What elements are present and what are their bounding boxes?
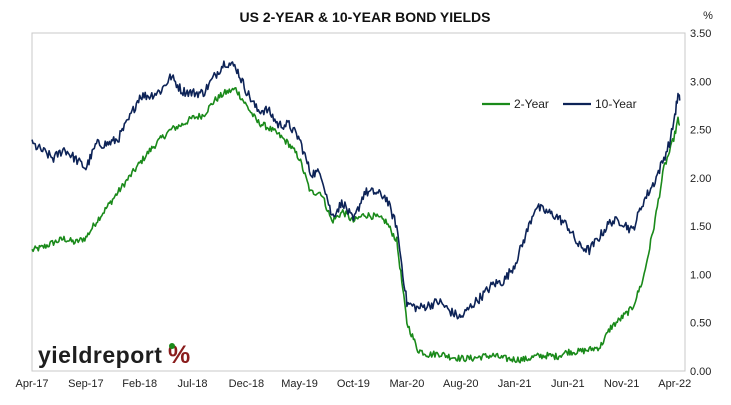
x-tick-label: Oct-19 [337, 378, 370, 390]
y-tick-label: 0.50 [690, 318, 711, 330]
legend-label-2-year: 2-Year [514, 97, 549, 111]
y-tick-label: 3.00 [690, 76, 711, 88]
chart-title: US 2-YEAR & 10-YEAR BOND YIELDS [239, 9, 490, 25]
x-tick-label: Jan-21 [498, 378, 532, 390]
x-axis-ticks: Apr-17 Sep-17 Feb-18 Jul-18 Dec-18 May-19 Oct-… [15, 378, 691, 390]
x-tick-label: Feb-18 [122, 378, 157, 390]
y-tick-label: 3.50 [690, 28, 711, 40]
x-tick-label: Jun-21 [551, 378, 585, 390]
series-line-2-year [31, 87, 681, 364]
legend: 2-Year 10-Year [482, 97, 637, 111]
x-tick-label: Sep-17 [68, 378, 103, 390]
x-tick-label: May-19 [281, 378, 318, 390]
logo-green-dot [169, 343, 175, 349]
x-tick-label: Jul-18 [178, 378, 208, 390]
legend-label-10-year: 10-Year [595, 97, 637, 111]
series-lines [31, 60, 681, 364]
y-tick-label: 2.00 [690, 173, 711, 185]
yieldreport-logo: yieldreport % [38, 341, 190, 369]
x-tick-label: Dec-18 [229, 378, 264, 390]
y-tick-label: 1.00 [690, 269, 711, 281]
x-tick-label: Nov-21 [604, 378, 639, 390]
logo-text: yieldreport [38, 342, 162, 368]
x-tick-label: Apr-17 [15, 378, 48, 390]
plot-area [31, 32, 686, 372]
y-axis-unit: % [703, 10, 713, 22]
x-tick-label: Mar-20 [389, 378, 424, 390]
y-tick-label: 2.50 [690, 125, 711, 137]
x-tick-label: Aug-20 [443, 378, 478, 390]
x-tick-label: Apr-22 [658, 378, 691, 390]
y-axis-ticks: 0.00 0.50 1.00 1.50 2.00 2.50 3.00 3.50 [690, 28, 711, 378]
y-tick-label: 1.50 [690, 221, 711, 233]
series-line-10-year [31, 60, 681, 320]
y-tick-label: 0.00 [690, 366, 711, 378]
